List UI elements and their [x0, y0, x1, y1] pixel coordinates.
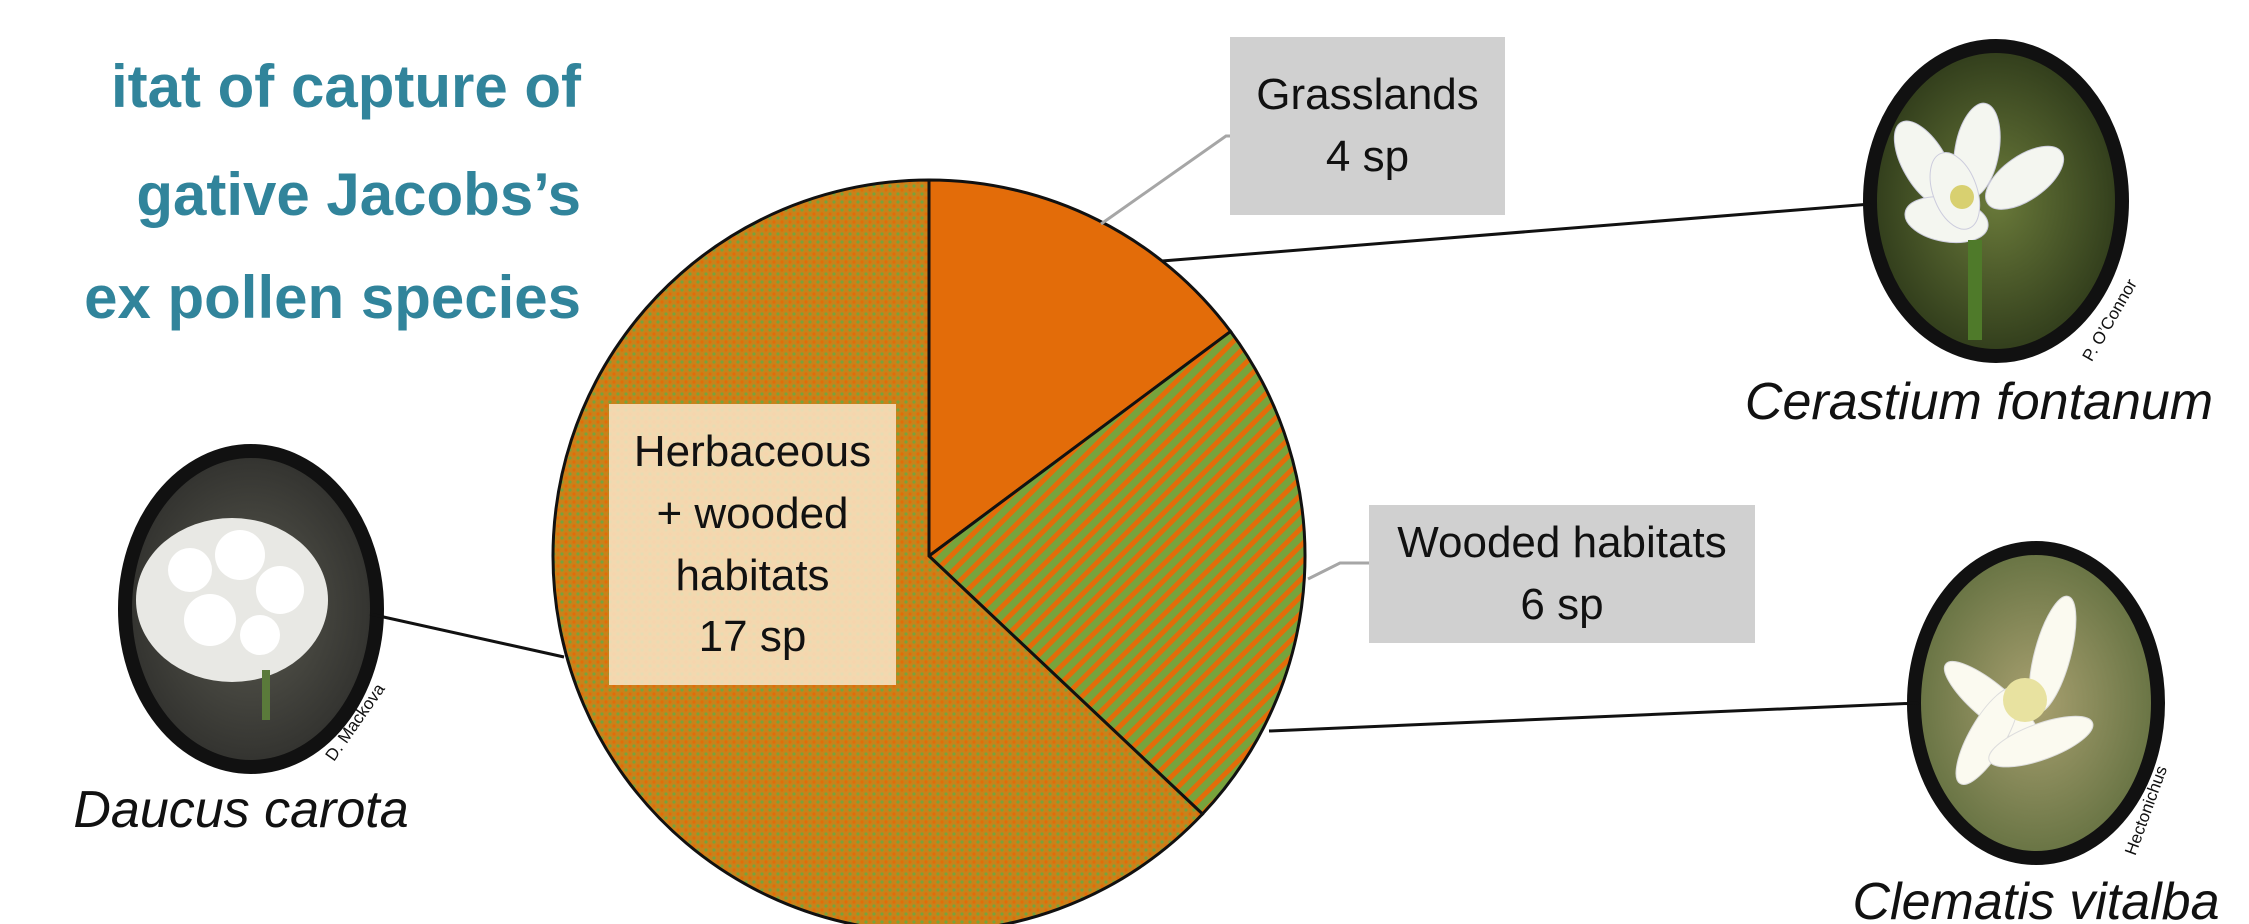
species-name: Daucus carota: [73, 780, 408, 840]
label-box: Grasslands 4 sp: [1230, 37, 1505, 215]
title-line: ex pollen species: [84, 263, 581, 332]
species-name: Cerastium fontanum: [1745, 372, 2213, 432]
leader-line: [1308, 563, 1369, 579]
value-label: 6 sp: [1520, 574, 1603, 636]
category-label: Grasslands: [1256, 64, 1479, 126]
label-box: Wooded habitats 6 sp: [1369, 505, 1755, 643]
photo-cerastium: [1870, 46, 2122, 356]
slide: itat of capture of gative Jacobs’s ex po…: [0, 0, 2249, 924]
title-line: gative Jacobs’s: [136, 160, 581, 229]
category-label: Wooded habitats: [1397, 512, 1726, 574]
value-label: 4 sp: [1326, 126, 1409, 188]
species-name: Clematis vitalba: [1852, 872, 2219, 924]
photo-line: [1269, 703, 1919, 731]
label-box: Herbaceous + wooded habitats 17 sp: [609, 404, 896, 685]
value-label: 17 sp: [699, 606, 807, 668]
category-label: Herbaceous + wooded habitats: [634, 421, 871, 606]
title-line: itat of capture of: [111, 52, 581, 121]
leader-line: [1101, 136, 1230, 224]
photo-line: [370, 614, 564, 657]
photo-daucus: [125, 451, 377, 767]
photo-clematis: [1914, 548, 2158, 858]
